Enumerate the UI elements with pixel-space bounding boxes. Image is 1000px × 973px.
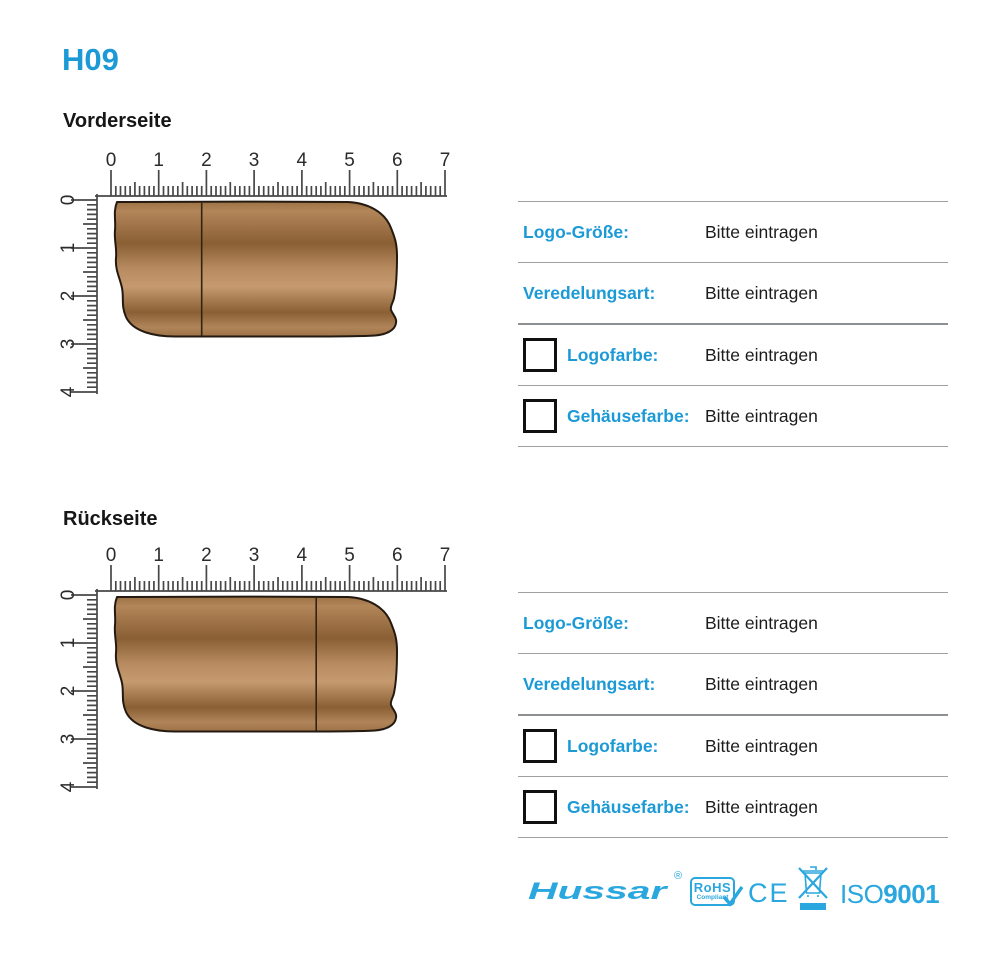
- brand-logo: Hussar: [528, 878, 667, 905]
- ce-mark: CE: [748, 878, 790, 908]
- finish-label: Veredelungsart:: [523, 282, 656, 303]
- front-diagram-svg: 0 1 2 3 4 5 6 7 0 1 2 3 4: [60, 150, 451, 397]
- form-row-logo-size: Logo-Größe: Bitte eintragen: [518, 592, 948, 653]
- v-ruler-label: 0: [60, 195, 79, 206]
- h-ruler-label: 0: [106, 545, 117, 566]
- iso-number-text: 9001: [883, 879, 940, 909]
- logo-size-field[interactable]: Bitte eintragen: [705, 612, 818, 633]
- logo-size-field[interactable]: Bitte eintragen: [705, 221, 818, 242]
- iso-9001-logo: ISO9001: [840, 879, 940, 910]
- logo-size-label: Logo-Größe:: [523, 221, 629, 242]
- v-ruler-ticks: [71, 589, 98, 789]
- weee-crossed-out-bin-icon: [798, 866, 828, 910]
- v-ruler-label: 3: [60, 339, 79, 350]
- v-ruler-label: 1: [60, 638, 79, 649]
- front-form: Logo-Größe: Bitte eintragen Veredelungsa…: [518, 201, 948, 447]
- case-color-field[interactable]: Bitte eintragen: [705, 796, 818, 817]
- form-row-logo-size: Logo-Größe: Bitte eintragen: [518, 201, 948, 262]
- section-title-back: Rückseite: [63, 508, 158, 530]
- back-diagram-svg: 0 1 2 3 4 5 6 7 0 1 2 3 4: [60, 545, 451, 792]
- v-ruler-label: 4: [60, 781, 79, 792]
- case-color-label: Gehäusefarbe:: [567, 405, 690, 426]
- form-row-logo-color: Logofarbe: Bitte eintragen: [518, 323, 948, 385]
- finish-field[interactable]: Bitte eintragen: [705, 673, 818, 694]
- form-row-logo-color: Logofarbe: Bitte eintragen: [518, 714, 948, 776]
- h-ruler-ticks: [95, 170, 447, 197]
- h-ruler-label: 2: [201, 150, 212, 171]
- checkmark-icon: [722, 886, 744, 907]
- h-ruler-label: 7: [440, 150, 451, 171]
- v-ruler-label: 1: [60, 243, 79, 254]
- h-ruler-label: 4: [297, 545, 308, 566]
- finish-label: Veredelungsart:: [523, 673, 656, 694]
- h-ruler-label: 4: [297, 150, 308, 171]
- h-ruler-label: 1: [153, 545, 164, 566]
- h-ruler-label: 3: [249, 150, 260, 171]
- form-row-case-color: Gehäusefarbe: Bitte eintragen: [518, 385, 948, 447]
- iso-text: ISO: [840, 879, 884, 909]
- product-body: [113, 200, 398, 338]
- h-ruler-label: 5: [344, 150, 355, 171]
- h-ruler-label: 5: [344, 545, 355, 566]
- v-ruler-label: 3: [60, 734, 79, 745]
- v-ruler-label: 0: [60, 590, 79, 601]
- v-ruler-label: 4: [60, 386, 79, 397]
- case-color-field[interactable]: Bitte eintragen: [705, 405, 818, 426]
- footer-certifications: Hussar ® RoHS Compliant CE ISO900: [518, 862, 948, 920]
- h-ruler-ticks: [95, 565, 447, 592]
- logo-color-label: Logofarbe:: [567, 735, 659, 756]
- rohs-text: RoHS: [693, 880, 732, 896]
- h-ruler-label: 3: [249, 545, 260, 566]
- h-ruler-label: 2: [201, 545, 212, 566]
- logo-size-label: Logo-Größe:: [523, 612, 629, 633]
- h-ruler-label: 6: [392, 150, 403, 171]
- logo-color-field[interactable]: Bitte eintragen: [705, 344, 818, 365]
- page-title: H09: [62, 42, 119, 77]
- case-color-label: Gehäusefarbe:: [567, 796, 690, 817]
- h-ruler-label: 6: [392, 545, 403, 566]
- h-ruler-label: 7: [440, 545, 451, 566]
- section-title-front: Vorderseite: [63, 110, 172, 132]
- h-ruler-label: 0: [106, 150, 117, 171]
- v-ruler-ticks: [71, 194, 98, 394]
- form-row-case-color: Gehäusefarbe: Bitte eintragen: [518, 776, 948, 838]
- form-row-finish: Veredelungsart: Bitte eintragen: [518, 262, 948, 323]
- h-ruler-label: 1: [153, 150, 164, 171]
- logo-color-checkbox[interactable]: [523, 338, 557, 372]
- case-color-checkbox[interactable]: [523, 790, 557, 824]
- logo-color-field[interactable]: Bitte eintragen: [705, 735, 818, 756]
- v-ruler-label: 2: [60, 291, 79, 302]
- finish-field[interactable]: Bitte eintragen: [705, 282, 818, 303]
- v-ruler-label: 2: [60, 686, 79, 697]
- logo-color-checkbox[interactable]: [523, 729, 557, 763]
- back-form: Logo-Größe: Bitte eintragen Veredelungsa…: [518, 592, 948, 838]
- rohs-compliant-badge: RoHS Compliant: [690, 877, 744, 907]
- case-color-checkbox[interactable]: [523, 399, 557, 433]
- logo-color-label: Logofarbe:: [567, 344, 659, 365]
- rohs-compliant-text: Compliant: [696, 894, 729, 902]
- registered-trademark-icon: ®: [674, 870, 683, 882]
- form-row-finish: Veredelungsart: Bitte eintragen: [518, 653, 948, 714]
- product-body: [113, 595, 398, 733]
